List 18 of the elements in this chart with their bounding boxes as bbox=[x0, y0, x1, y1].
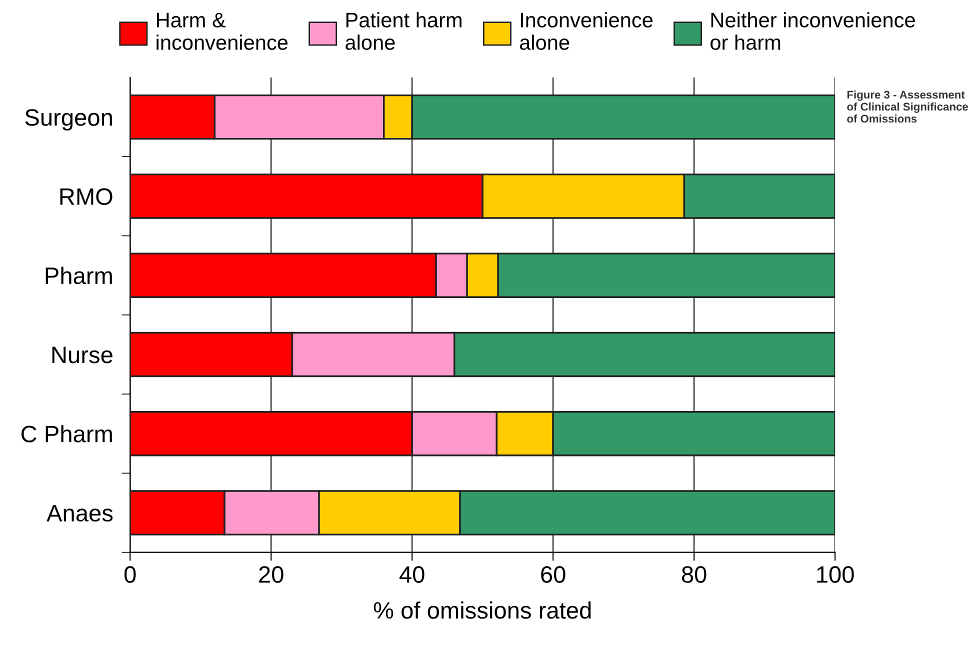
x-tick-label: 0 bbox=[124, 566, 136, 583]
y-tick-label: C Pharm bbox=[21, 425, 112, 442]
caption: Figure 3 - Assessment of Clinical Significance of Omissions bbox=[847, 90, 968, 123]
y-tick-label: Surgeon bbox=[25, 109, 112, 131]
x-axis-title: % of omissions rated bbox=[374, 601, 591, 619]
x-tick-label: 20 bbox=[259, 566, 284, 583]
y-tick-label: Nurse bbox=[52, 346, 112, 364]
x-tick-label: 80 bbox=[682, 566, 706, 583]
x-tick-label: 100 bbox=[817, 566, 854, 583]
legend-label: Neither inconvenience or harm bbox=[710, 12, 915, 50]
y-tick-label: Pharm bbox=[46, 266, 112, 284]
x-tick-label: 60 bbox=[541, 566, 566, 583]
legend-label: Patient harm alone bbox=[346, 12, 462, 50]
y-tick-label: RMO bbox=[60, 188, 112, 206]
legend-label: Harm & inconvenience bbox=[156, 12, 288, 50]
legend-label: Inconvenience alone bbox=[520, 12, 653, 50]
y-tick-label: Anaes bbox=[46, 505, 113, 522]
x-tick-label: 40 bbox=[400, 566, 424, 583]
